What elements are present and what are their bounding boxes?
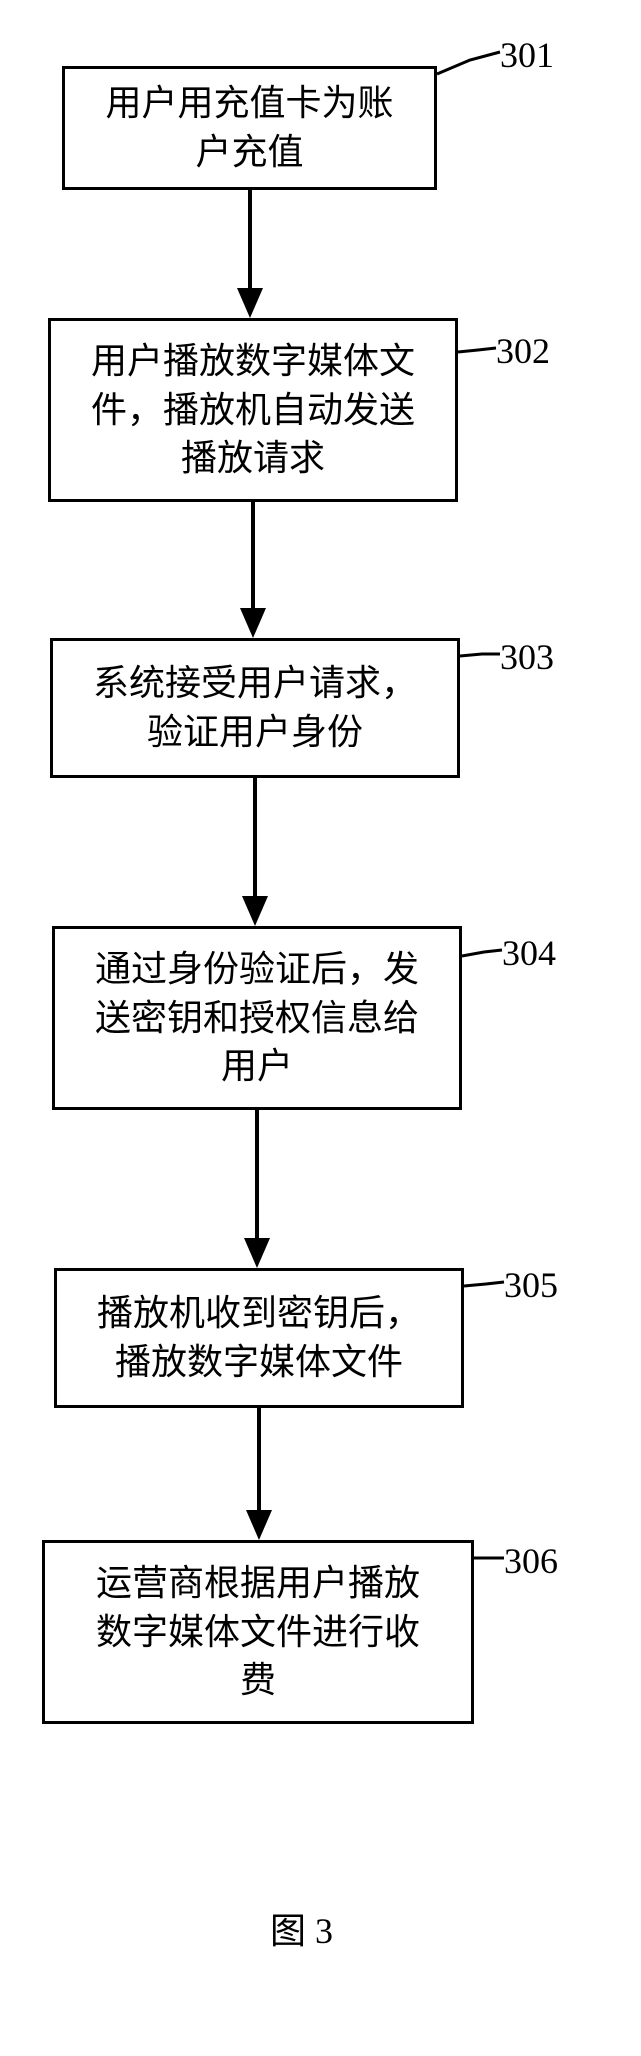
flowchart-container: 用户用充值卡为账 户充值 301 用户播放数字媒体文 件，播放机自动发送 播放请求 3…: [0, 0, 641, 2056]
node-number-label: 304: [502, 932, 556, 974]
node-text: 运营商根据用户播放 数字媒体文件进行收 费: [96, 1559, 420, 1705]
label-connector: [472, 1556, 506, 1561]
flowchart-node: 用户用充值卡为账 户充值: [62, 66, 437, 190]
node-text: 用户播放数字媒体文 件，播放机自动发送 播放请求: [91, 337, 415, 483]
edge-arrowhead: [246, 1510, 272, 1540]
node-number-label: 303: [500, 636, 554, 678]
node-number-label: 301: [500, 34, 554, 76]
label-connector: [462, 1280, 506, 1288]
edge-line: [251, 502, 255, 608]
label-connector: [435, 50, 502, 76]
node-text: 播放机收到密钥后， 播放数字媒体文件: [97, 1289, 421, 1386]
node-text: 用户用充值卡为账 户充值: [105, 79, 393, 176]
edge-line: [257, 1408, 261, 1510]
edge-arrowhead: [237, 288, 263, 318]
flowchart-node: 系统接受用户请求， 验证用户身份: [50, 638, 460, 778]
label-connector: [458, 652, 502, 658]
node-text: 系统接受用户请求， 验证用户身份: [93, 659, 417, 756]
node-number-label: 302: [496, 330, 550, 372]
node-number-label: 306: [504, 1540, 558, 1582]
node-text: 通过身份验证后，发 送密钥和授权信息给 用户: [95, 945, 419, 1091]
edge-line: [255, 1110, 259, 1238]
edge-line: [253, 778, 257, 896]
figure-caption: 图 3: [270, 1902, 333, 1954]
flowchart-node: 用户播放数字媒体文 件，播放机自动发送 播放请求: [48, 318, 458, 502]
label-connector: [456, 346, 498, 354]
flowchart-node: 播放机收到密钥后， 播放数字媒体文件: [54, 1268, 464, 1408]
edge-arrowhead: [242, 896, 268, 926]
flowchart-node: 通过身份验证后，发 送密钥和授权信息给 用户: [52, 926, 462, 1110]
label-connector: [460, 948, 504, 958]
edge-arrowhead: [240, 608, 266, 638]
node-number-label: 305: [504, 1264, 558, 1306]
edge-arrowhead: [244, 1238, 270, 1268]
flowchart-node: 运营商根据用户播放 数字媒体文件进行收 费: [42, 1540, 474, 1724]
edge-line: [248, 190, 252, 288]
